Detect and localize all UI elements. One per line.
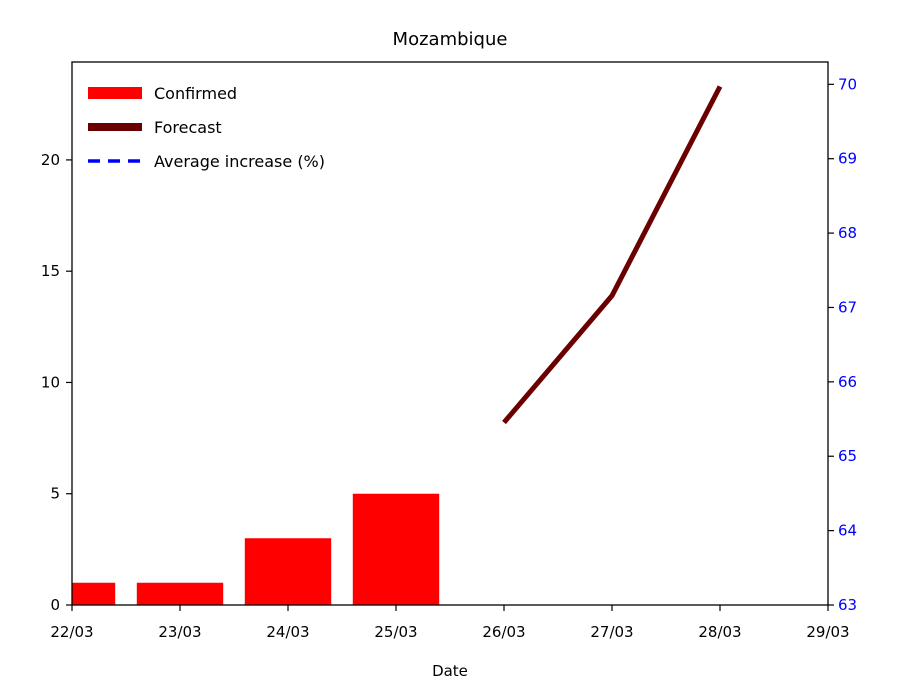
bar-confirmed-22-03 <box>72 582 116 605</box>
line-forecast <box>502 85 723 425</box>
bar-confirmed-25-03 <box>352 493 440 605</box>
y-tick-label: 15 <box>41 262 60 280</box>
legend: Confirmed Forecast Average increase (%) <box>88 84 325 171</box>
legend-label: Confirmed <box>154 84 237 103</box>
y-axis-left: 0 5 10 15 20 <box>41 151 72 614</box>
y-tick-label: 20 <box>41 151 60 169</box>
y2-tick-label: 68 <box>838 224 857 242</box>
x-tick-label: 24/03 <box>266 623 309 641</box>
x-tick-label: 22/03 <box>50 623 93 641</box>
x-tick-label: 28/03 <box>698 623 741 641</box>
y-tick-label: 10 <box>41 373 60 391</box>
x-axis-label: Date <box>432 662 468 680</box>
bar-confirmed-24-03 <box>244 538 332 605</box>
bar-confirmed-23-03 <box>136 582 224 605</box>
y2-tick-label: 63 <box>838 596 857 614</box>
y-tick-label: 0 <box>50 596 60 614</box>
legend-label: Forecast <box>154 118 222 137</box>
y2-tick-label: 69 <box>838 150 857 168</box>
x-tick-label: 23/03 <box>158 623 201 641</box>
x-tick-label: 27/03 <box>590 623 633 641</box>
y2-tick-label: 67 <box>838 298 857 316</box>
axes-frame <box>71 61 829 606</box>
y2-tick-label: 64 <box>838 522 857 540</box>
y-axis-right: 63 64 65 66 67 68 69 70 <box>828 75 857 614</box>
x-tick-label: 25/03 <box>374 623 417 641</box>
x-tick-label: 26/03 <box>482 623 525 641</box>
y2-tick-label: 65 <box>838 447 857 465</box>
chart-title: Mozambique <box>393 29 508 50</box>
y2-tick-label: 66 <box>838 373 857 391</box>
x-axis: 22/03 23/03 24/03 25/03 26/03 27/03 28/03 29/03 <box>50 605 850 641</box>
x-tick-label: 29/03 <box>806 623 849 641</box>
y-tick-label: 5 <box>50 485 60 503</box>
bars-group <box>72 493 440 605</box>
y2-tick-label: 70 <box>838 75 857 93</box>
legend-swatch-confirmed <box>88 87 142 99</box>
legend-label: Average increase (%) <box>154 152 325 171</box>
lines-group <box>502 85 723 425</box>
